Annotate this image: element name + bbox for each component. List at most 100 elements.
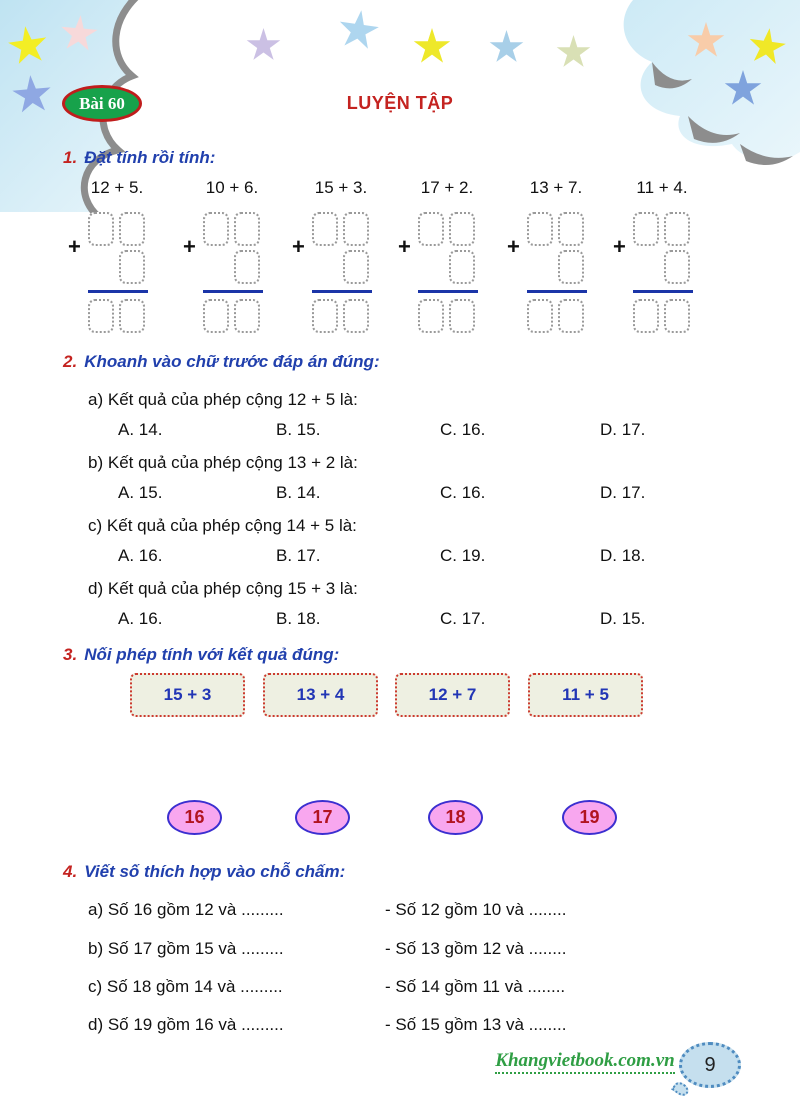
mcq-text: Kết quả của phép cộng 15 + 3 là: bbox=[107, 579, 358, 598]
star-icon bbox=[556, 35, 591, 67]
plus-sign: + bbox=[68, 234, 81, 259]
star-icon bbox=[489, 30, 524, 62]
fill-blank-left: a) Số 16 gồm 12 và ......... bbox=[88, 900, 284, 919]
mcq-option-d[interactable]: D. 15. bbox=[600, 609, 646, 628]
sum-line bbox=[312, 290, 372, 293]
mcq-option-a[interactable]: A. 14. bbox=[118, 420, 163, 439]
answer-box[interactable] bbox=[418, 299, 444, 333]
expression-card[interactable]: 11 + 5 bbox=[528, 673, 643, 717]
answer-box[interactable] bbox=[343, 212, 369, 246]
mcq-option-b[interactable]: B. 14. bbox=[276, 483, 321, 502]
answer-box[interactable] bbox=[449, 212, 475, 246]
answer-box[interactable] bbox=[633, 299, 659, 333]
mcq-label: b) bbox=[88, 453, 104, 472]
answer-box[interactable] bbox=[234, 299, 260, 333]
sum-line bbox=[527, 290, 587, 293]
result-oval[interactable]: 19 bbox=[562, 800, 617, 835]
exercise3-number: 3. bbox=[63, 645, 78, 664]
answer-box[interactable] bbox=[664, 250, 690, 284]
mcq-question: b) Kết quả của phép cộng 13 + 2 là: bbox=[88, 453, 358, 473]
mcq-question: c) Kết quả của phép cộng 14 + 5 là: bbox=[88, 516, 357, 536]
mcq-text: Kết quả của phép cộng 13 + 2 là: bbox=[107, 453, 358, 472]
page-title: LUYỆN TẬP bbox=[346, 93, 454, 113]
sum-line bbox=[88, 290, 148, 293]
answer-box[interactable] bbox=[527, 299, 553, 333]
answer-box[interactable] bbox=[88, 212, 114, 246]
addition-problem: 10 + 6. + bbox=[183, 178, 281, 333]
mcq-option-b[interactable]: B. 17. bbox=[276, 546, 321, 565]
answer-box[interactable] bbox=[312, 299, 338, 333]
answer-box[interactable] bbox=[558, 299, 584, 333]
answer-box[interactable] bbox=[449, 299, 475, 333]
result-oval[interactable]: 17 bbox=[295, 800, 350, 835]
answer-box[interactable] bbox=[203, 299, 229, 333]
column-addition-grid bbox=[203, 212, 263, 333]
fill-blank-left: d) Số 19 gồm 16 và ......... bbox=[88, 1015, 284, 1034]
exercise3-block: 3. Nối phép tính với kết quả đúng: 15 + 3… bbox=[63, 645, 763, 845]
answer-box[interactable] bbox=[119, 212, 145, 246]
expression-card[interactable]: 12 + 7 bbox=[395, 673, 510, 717]
plus-sign: + bbox=[183, 234, 196, 259]
exercise2-header: 2. Khoanh vào chữ trước đáp án đúng: bbox=[63, 352, 380, 372]
exercise1-header: 1. Đặt tính rồi tính: bbox=[63, 148, 215, 168]
answer-box[interactable] bbox=[664, 299, 690, 333]
answer-box[interactable] bbox=[234, 212, 260, 246]
answer-box[interactable] bbox=[664, 212, 690, 246]
answer-box[interactable] bbox=[234, 250, 260, 284]
exercise4-header: 4. Viết số thích hợp vào chỗ chấm: bbox=[63, 862, 345, 882]
exercise4-block: 4. Viết số thích hợp vào chỗ chấm: a) Số … bbox=[63, 862, 763, 1057]
mcq-option-a[interactable]: A. 15. bbox=[118, 483, 163, 502]
column-addition-grid bbox=[527, 212, 587, 333]
answer-box[interactable] bbox=[203, 212, 229, 246]
fill-blank-left: c) Số 18 gồm 14 và ......... bbox=[88, 977, 283, 996]
sum-line bbox=[633, 290, 693, 293]
mcq-option-c[interactable]: C. 17. bbox=[440, 609, 486, 628]
mcq-option-d[interactable]: D. 18. bbox=[600, 546, 646, 565]
expression-card[interactable]: 15 + 3 bbox=[130, 673, 245, 717]
lesson-badge-label: Bài 60 bbox=[79, 93, 125, 113]
exercise1-instruction: Đặt tính rồi tính: bbox=[84, 148, 216, 167]
mcq-option-c[interactable]: C. 16. bbox=[440, 420, 486, 439]
mcq-option-c[interactable]: C. 16. bbox=[440, 483, 486, 502]
exercise4-number: 4. bbox=[63, 862, 78, 881]
mcq-option-a[interactable]: A. 16. bbox=[118, 609, 163, 628]
expression-card[interactable]: 13 + 4 bbox=[263, 673, 378, 717]
answer-box[interactable] bbox=[343, 250, 369, 284]
problem-label: 15 + 3. bbox=[314, 178, 368, 197]
answer-box[interactable] bbox=[119, 299, 145, 333]
page-number-bubble: 9 bbox=[679, 1042, 741, 1088]
lesson-badge: Bài 60 bbox=[62, 85, 142, 122]
mcq-label: a) bbox=[88, 390, 104, 409]
mcq-option-c[interactable]: C. 19. bbox=[440, 546, 486, 565]
exercise2-instruction: Khoanh vào chữ trước đáp án đúng: bbox=[84, 352, 380, 371]
answer-box[interactable] bbox=[418, 212, 444, 246]
exercise3-instruction: Nối phép tính với kết quả đúng: bbox=[84, 645, 340, 664]
answer-box[interactable] bbox=[88, 299, 114, 333]
answer-box[interactable] bbox=[633, 212, 659, 246]
answer-box[interactable] bbox=[343, 299, 369, 333]
answer-box[interactable] bbox=[527, 212, 553, 246]
result-oval[interactable]: 16 bbox=[167, 800, 222, 835]
answer-box[interactable] bbox=[558, 250, 584, 284]
answer-box[interactable] bbox=[558, 212, 584, 246]
bubble-tail bbox=[671, 1079, 691, 1099]
mcq-option-d[interactable]: D. 17. bbox=[600, 483, 646, 502]
answer-box[interactable] bbox=[312, 212, 338, 246]
mcq-question: d) Kết quả của phép cộng 15 + 3 là: bbox=[88, 579, 358, 599]
mcq-option-b[interactable]: B. 18. bbox=[276, 609, 321, 628]
mcq-option-b[interactable]: B. 15. bbox=[276, 420, 321, 439]
mcq-option-a[interactable]: A. 16. bbox=[118, 546, 163, 565]
mcq-label: d) bbox=[88, 579, 104, 598]
cloud-decoration-right bbox=[623, 0, 800, 165]
answer-box[interactable] bbox=[119, 250, 145, 284]
answer-box[interactable] bbox=[449, 250, 475, 284]
fill-blank-right: - Số 14 gồm 11 và ........ bbox=[385, 977, 566, 996]
addition-problem: 13 + 7. + bbox=[507, 178, 605, 333]
mcq-option-d[interactable]: D. 17. bbox=[600, 420, 646, 439]
fill-blank-right: - Số 13 gồm 12 và ........ bbox=[385, 939, 567, 958]
addition-problem: 11 + 4. + bbox=[613, 178, 711, 333]
exercise2-block: 2. Khoanh vào chữ trước đáp án đúng: a) K… bbox=[63, 352, 763, 642]
addition-problem: 12 + 5. + bbox=[68, 178, 166, 333]
result-oval[interactable]: 18 bbox=[428, 800, 483, 835]
